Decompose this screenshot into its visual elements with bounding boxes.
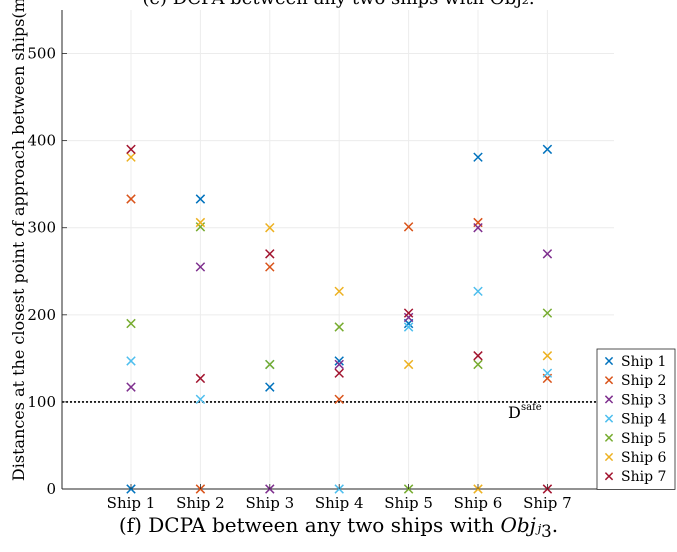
legend-label: Ship 4 xyxy=(621,412,666,428)
caption-obj: Objⱼ xyxy=(500,513,542,537)
data-point xyxy=(473,351,483,361)
x-tick-label: Ship 7 xyxy=(523,494,572,512)
legend-marker xyxy=(604,452,614,462)
y-tick-label: 400 xyxy=(27,132,56,150)
x-tick-label: Ship 4 xyxy=(315,494,364,512)
top-cropped-title: (e) DCPA between any two ships with Obj₂… xyxy=(0,0,677,9)
data-point xyxy=(473,286,483,297)
safe-distance-label: D xyxy=(508,403,521,422)
data-point xyxy=(403,312,414,323)
ticks-layer: 0 100 200 300 400 500 Ship 1 Ship 2 Ship 3 Ship 4… xyxy=(27,45,571,512)
legend-marker xyxy=(604,376,614,385)
x-tick-label: Ship 2 xyxy=(176,494,225,512)
data-point xyxy=(334,359,344,370)
legend-marker xyxy=(604,414,614,423)
caption-sub: 3 xyxy=(541,522,552,541)
y-tick-label: 0 xyxy=(46,480,56,498)
legend-label: Ship 5 xyxy=(621,431,666,447)
data-point xyxy=(334,356,344,366)
data-point xyxy=(195,373,206,384)
data-point xyxy=(542,144,553,155)
y-tick-label: 300 xyxy=(27,219,56,237)
legend-marker xyxy=(604,356,614,366)
grid-layer xyxy=(62,10,614,489)
legend-label: Ship 2 xyxy=(621,373,666,389)
data-point xyxy=(473,359,483,370)
legend-marker xyxy=(604,472,614,481)
data-point xyxy=(473,152,483,162)
y-tick-label: 200 xyxy=(27,306,56,324)
y-axis-label: Distances at the closest point of approa… xyxy=(9,0,28,481)
data-point xyxy=(403,222,414,232)
data-point xyxy=(195,217,206,228)
caption-prefix: (f) DCPA between any two ships with xyxy=(118,513,501,537)
legend: Ship 1 Ship 2 Ship 3 Ship 4 Ship 5 Ship 6 Ship… xyxy=(596,348,676,490)
data-point xyxy=(126,194,136,204)
legend-marker xyxy=(604,395,614,404)
data-point xyxy=(265,382,275,392)
x-tick-label: Ship 3 xyxy=(245,494,294,512)
legend-label: Ship 3 xyxy=(621,392,666,408)
data-point xyxy=(473,222,483,233)
caption-suffix: . xyxy=(551,513,559,537)
points-layer xyxy=(126,144,553,494)
data-point xyxy=(126,152,136,162)
axes-layer xyxy=(61,10,614,490)
legend-label: Ship 7 xyxy=(621,469,666,485)
data-point xyxy=(542,368,553,378)
data-point xyxy=(195,394,206,405)
data-point xyxy=(195,222,206,232)
data-point xyxy=(334,368,344,378)
data-point xyxy=(334,322,344,332)
legend-label: Ship 1 xyxy=(621,354,666,370)
x-tick-label: Ship 5 xyxy=(384,494,433,512)
data-point xyxy=(403,322,414,332)
data-point xyxy=(265,262,275,272)
data-point xyxy=(265,249,275,259)
data-point xyxy=(542,308,553,318)
data-point xyxy=(126,356,136,366)
data-point xyxy=(334,286,344,297)
data-point xyxy=(126,382,136,392)
data-point xyxy=(334,394,344,405)
legend-label: Ship 6 xyxy=(621,450,666,466)
data-point xyxy=(403,308,414,318)
y-tick-label: 500 xyxy=(27,45,56,63)
data-point xyxy=(126,318,136,329)
y-tick-label: 100 xyxy=(27,393,56,411)
data-point xyxy=(265,359,275,370)
data-point xyxy=(126,144,136,155)
x-tick-label: Ship 6 xyxy=(454,494,503,512)
data-point xyxy=(195,262,206,272)
legend-marker xyxy=(604,433,614,442)
data-point xyxy=(403,359,414,370)
data-point xyxy=(265,222,275,233)
data-point xyxy=(542,351,553,361)
figure-caption: (f) DCPA between any two ships with Objⱼ… xyxy=(0,513,677,541)
safe-distance-label-sup: safe xyxy=(521,402,542,413)
x-tick-label: Ship 1 xyxy=(107,494,156,512)
data-point xyxy=(195,194,206,204)
data-point xyxy=(542,249,553,259)
